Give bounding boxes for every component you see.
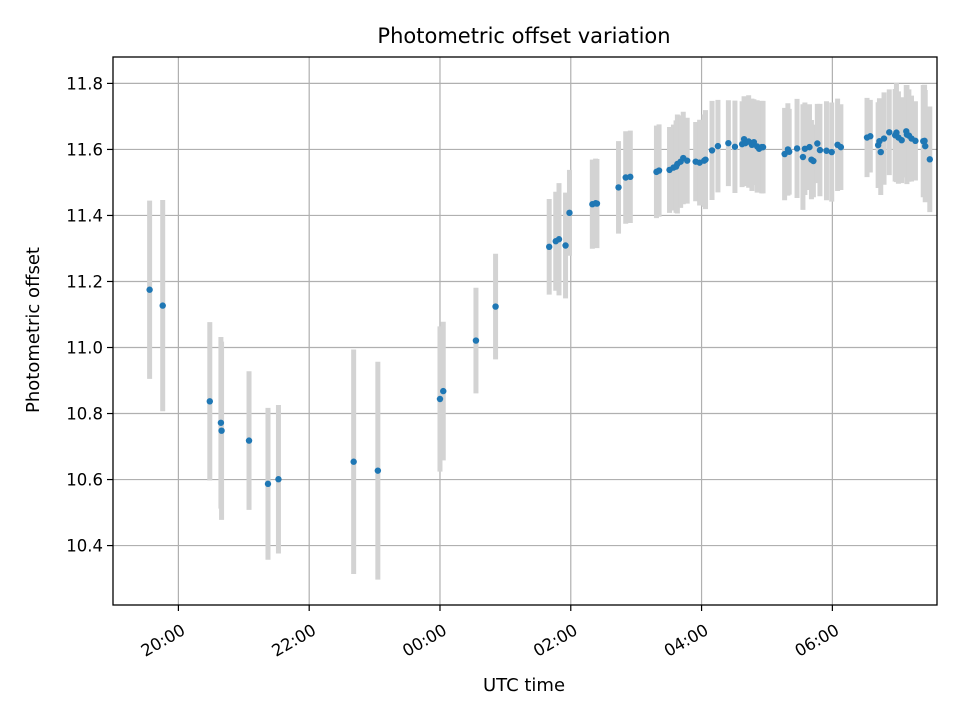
data-point [374,467,382,474]
data-point [472,337,480,344]
data-point [593,200,601,207]
data-point [436,395,444,403]
data-point [562,242,569,249]
data-point [245,437,253,444]
y-axis-label: Photometric offset [23,247,44,413]
x-axis-label: UTC time [483,675,565,696]
y-tick-label: 10.6 [66,471,103,490]
data-point [837,143,845,151]
y-tick-label: 10.4 [66,537,103,556]
data-point [926,156,934,163]
y-tick-label: 11.6 [66,140,103,159]
data-point [893,129,900,136]
data-point [492,303,499,310]
data-point [823,147,830,154]
data-point [206,398,213,405]
data-point [627,173,634,181]
data-point [877,148,884,156]
data-point [350,458,357,465]
data-points [146,128,934,488]
data-point [566,209,573,217]
data-point [159,302,166,309]
data-point [725,139,732,147]
data-point [867,133,874,140]
data-point [545,243,553,251]
data-point [218,427,225,434]
data-point [793,145,801,152]
data-point [806,143,813,151]
y-tick-label: 11.8 [66,74,103,93]
data-point [880,135,888,142]
chart-title: Photometric offset variation [377,24,670,48]
data-point [759,143,767,151]
data-point [683,157,691,164]
y-tick-label: 11.4 [66,206,103,225]
data-point [440,387,447,395]
y-tick-label: 10.8 [66,405,103,424]
data-point [921,137,928,145]
data-point [264,480,272,488]
data-point [828,148,835,156]
data-point [814,140,821,147]
data-point [708,147,716,154]
plot-frame [112,56,938,606]
data-point [810,157,817,165]
data-point [799,153,807,161]
data-point [615,184,622,191]
data-point [146,286,153,293]
data-point [555,236,563,243]
data-point [731,143,739,150]
y-tick-label: 11.0 [66,339,103,358]
data-point [702,156,709,163]
data-point [275,476,282,483]
data-point [714,142,722,150]
data-point [816,146,824,154]
data-point [912,137,919,145]
data-point [786,148,793,155]
data-point [886,129,893,136]
y-tick-label: 11.2 [66,272,103,291]
y-axis-ticks: 10.4 10.6 10.8 11.0 11.2 11.4 11.6 11.8 [66,74,113,556]
data-point [655,167,663,174]
data-point [217,419,225,426]
data-point [922,142,929,150]
data-point [898,136,905,144]
